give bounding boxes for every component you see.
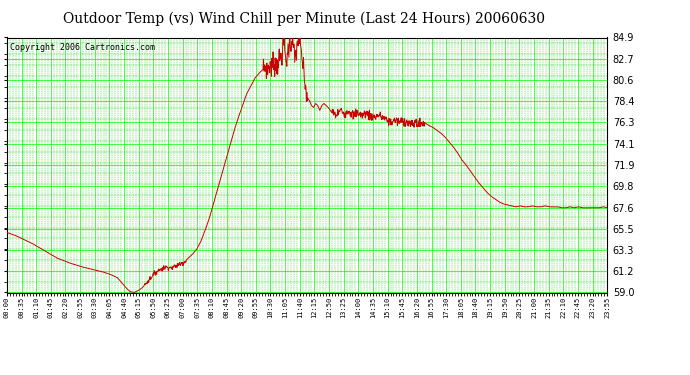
Text: Outdoor Temp (vs) Wind Chill per Minute (Last 24 Hours) 20060630: Outdoor Temp (vs) Wind Chill per Minute … <box>63 11 544 26</box>
Text: Copyright 2006 Cartronics.com: Copyright 2006 Cartronics.com <box>10 43 155 52</box>
